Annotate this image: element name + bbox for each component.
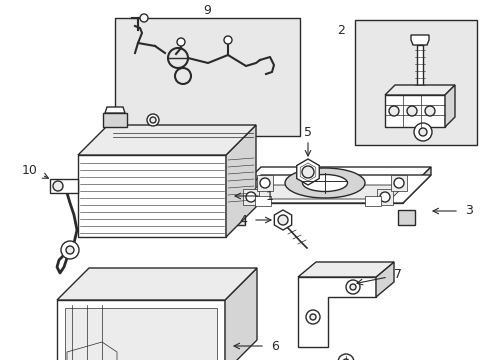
Ellipse shape xyxy=(285,168,364,198)
Bar xyxy=(243,189,259,205)
Text: 2: 2 xyxy=(336,23,345,36)
Bar xyxy=(390,175,406,191)
Circle shape xyxy=(168,48,187,68)
Bar xyxy=(376,189,392,205)
Circle shape xyxy=(337,354,353,360)
Circle shape xyxy=(260,178,269,188)
Bar xyxy=(364,196,380,206)
Polygon shape xyxy=(384,95,444,127)
Bar xyxy=(354,20,476,145)
Polygon shape xyxy=(375,262,393,297)
Polygon shape xyxy=(78,155,225,237)
Polygon shape xyxy=(225,125,256,237)
Circle shape xyxy=(424,106,434,116)
Circle shape xyxy=(406,106,416,116)
Polygon shape xyxy=(227,210,244,225)
Polygon shape xyxy=(232,175,430,203)
Text: 1: 1 xyxy=(265,189,273,202)
Polygon shape xyxy=(65,308,217,360)
Polygon shape xyxy=(244,185,404,199)
Circle shape xyxy=(305,310,319,324)
Bar xyxy=(257,175,272,191)
Polygon shape xyxy=(296,159,319,185)
Bar xyxy=(254,196,270,206)
Bar xyxy=(115,18,299,136)
Text: 6: 6 xyxy=(270,339,278,352)
Circle shape xyxy=(413,123,431,141)
Polygon shape xyxy=(78,125,256,155)
Circle shape xyxy=(140,14,148,22)
Circle shape xyxy=(175,68,191,84)
Circle shape xyxy=(342,359,348,360)
Polygon shape xyxy=(50,179,78,193)
Polygon shape xyxy=(384,85,454,95)
Text: 10: 10 xyxy=(22,163,38,176)
Polygon shape xyxy=(274,210,291,230)
Circle shape xyxy=(349,284,355,290)
Circle shape xyxy=(245,192,256,202)
Circle shape xyxy=(388,106,398,116)
Polygon shape xyxy=(410,35,428,45)
Polygon shape xyxy=(444,85,454,127)
Circle shape xyxy=(53,181,63,191)
Polygon shape xyxy=(103,113,127,127)
Text: 4: 4 xyxy=(239,213,246,226)
Polygon shape xyxy=(224,268,257,360)
Circle shape xyxy=(379,192,389,202)
Ellipse shape xyxy=(302,175,347,192)
Circle shape xyxy=(224,36,231,44)
Polygon shape xyxy=(297,262,393,277)
Text: 9: 9 xyxy=(203,4,210,17)
Circle shape xyxy=(309,314,315,320)
Text: 3: 3 xyxy=(464,204,472,217)
Polygon shape xyxy=(232,167,430,195)
Text: 5: 5 xyxy=(304,126,311,139)
Polygon shape xyxy=(300,163,315,181)
Polygon shape xyxy=(397,210,414,225)
Bar xyxy=(416,45,422,88)
Circle shape xyxy=(278,215,287,225)
Circle shape xyxy=(393,178,403,188)
Text: 7: 7 xyxy=(393,269,401,282)
Circle shape xyxy=(150,117,156,123)
Polygon shape xyxy=(402,167,430,203)
Polygon shape xyxy=(297,277,375,347)
Circle shape xyxy=(418,128,426,136)
Circle shape xyxy=(66,246,74,254)
Polygon shape xyxy=(105,107,125,113)
Polygon shape xyxy=(57,268,257,300)
Circle shape xyxy=(147,114,159,126)
Polygon shape xyxy=(67,342,117,360)
Polygon shape xyxy=(232,195,402,203)
Circle shape xyxy=(302,166,313,178)
Circle shape xyxy=(177,38,184,46)
Polygon shape xyxy=(57,300,224,360)
Circle shape xyxy=(346,280,359,294)
Circle shape xyxy=(61,241,79,259)
